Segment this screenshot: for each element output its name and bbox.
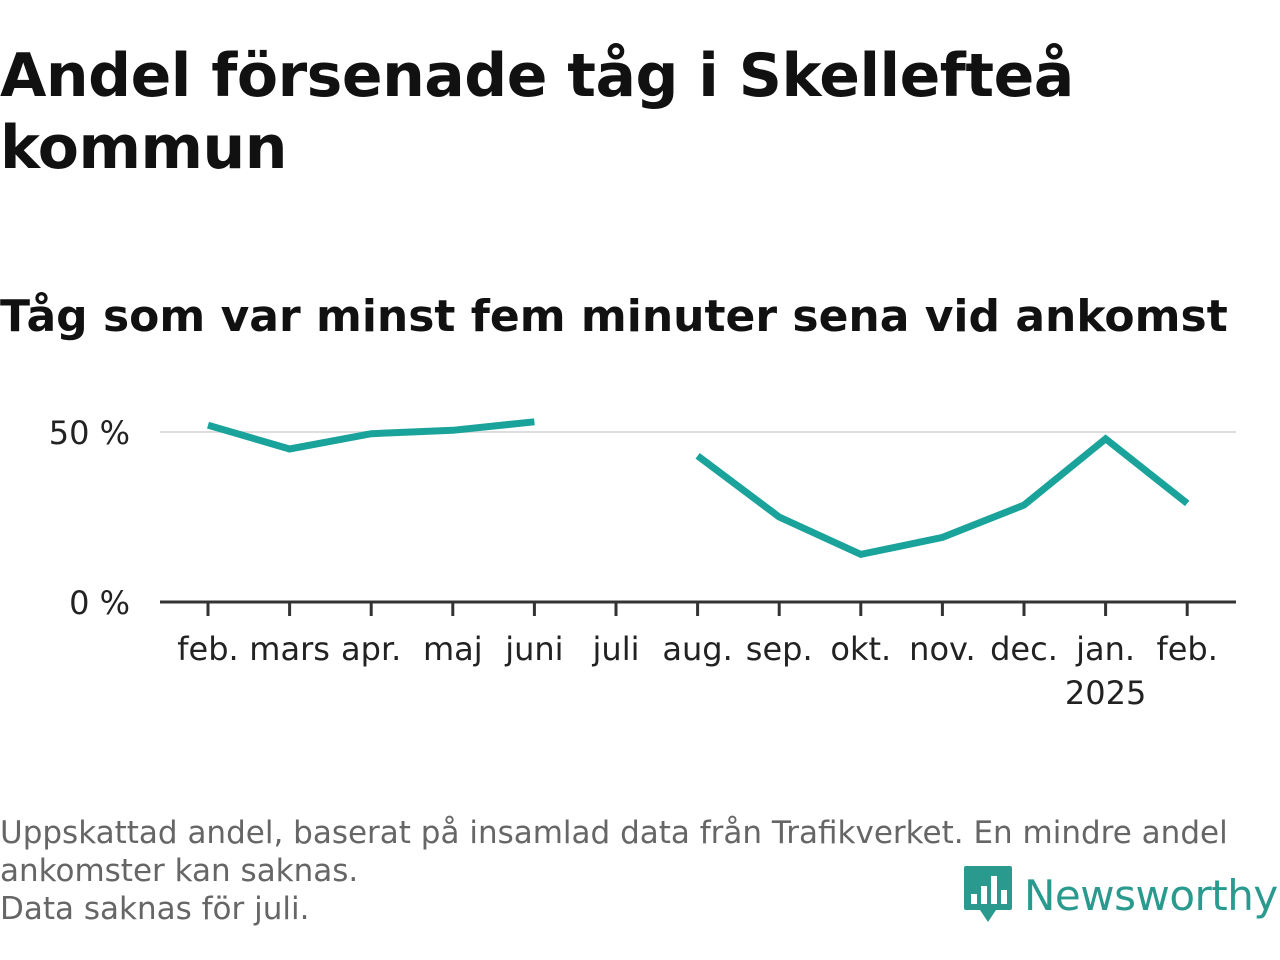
x-year-label: 2025 xyxy=(1065,674,1146,712)
x-tick-label: maj xyxy=(423,630,483,668)
newsworthy-logo-icon xyxy=(964,866,1012,922)
x-tick-label: feb. xyxy=(1156,630,1217,668)
chart-title: Andel försenade tåg i Skellefteå kommun xyxy=(0,41,1074,183)
brand-name: Newsworthy xyxy=(1024,870,1278,920)
x-tick-label: nov. xyxy=(909,630,975,668)
axis-layer xyxy=(160,600,1236,616)
footnote-source: Uppskattad andel, baserat på insamlad da… xyxy=(0,815,1228,889)
label-layer: 0 % 50 % feb. mars apr. maj juni juli aug. sep. ok… xyxy=(49,414,1218,712)
series-line xyxy=(207,418,535,453)
series-line xyxy=(695,434,1190,559)
series-layer xyxy=(207,418,1190,559)
x-tick-label: feb. xyxy=(177,630,238,668)
y-tick-label: 50 % xyxy=(49,414,130,452)
x-tick-label: dec. xyxy=(990,630,1058,668)
x-tick-label: okt. xyxy=(830,630,891,668)
x-tick-label: juli xyxy=(592,630,640,668)
brand-logo: Newsworthy xyxy=(962,862,1280,928)
line-chart: 0 % 50 % feb. mars apr. maj juni juli aug. sep. ok… xyxy=(49,414,1236,712)
x-tick-label: mars xyxy=(249,630,330,668)
x-tick-label: sep. xyxy=(746,630,813,668)
y-tick-label: 0 % xyxy=(69,584,130,622)
footnote-missing: Data saknas för juli. xyxy=(0,891,310,927)
x-tick-label: apr. xyxy=(341,630,401,668)
footnote: Uppskattad andel, baserat på insamlad da… xyxy=(0,814,1270,928)
x-tick-label: juni xyxy=(504,630,563,668)
x-tick-label: aug. xyxy=(662,630,732,668)
chart-subtitle: Tåg som var minst fem minuter sena vid a… xyxy=(0,291,1228,342)
x-tick-label: jan. xyxy=(1075,630,1135,668)
